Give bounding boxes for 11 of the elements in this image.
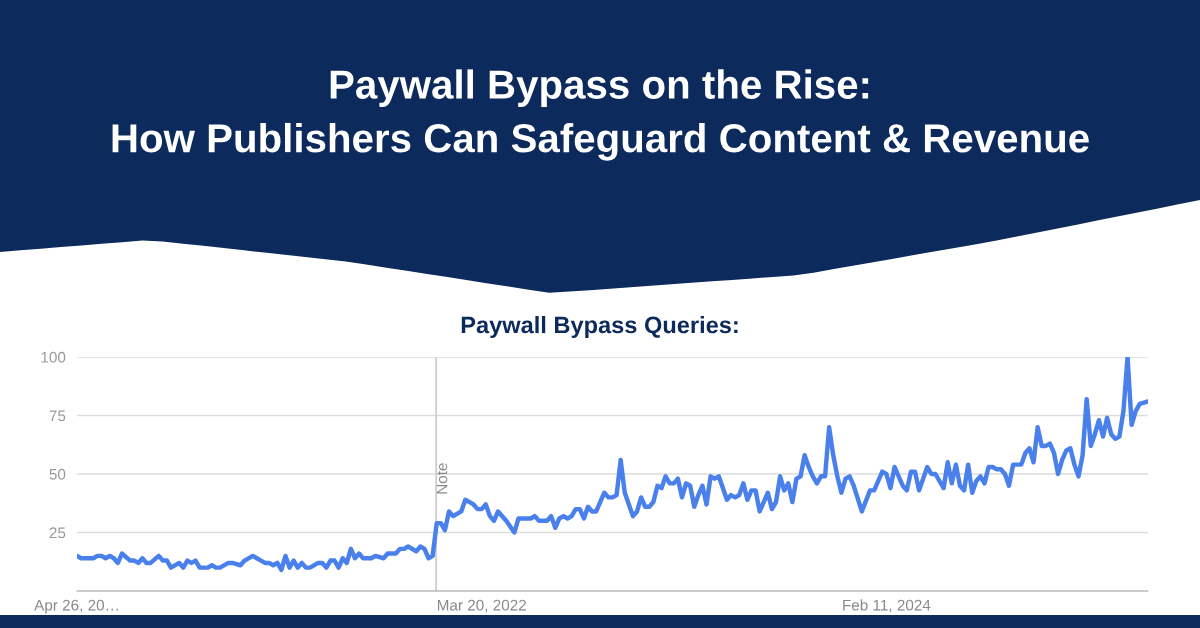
chart-title: Paywall Bypass on the Rise: How Publishers Can Safeguard Content & Revenue <box>112 69 1089 161</box>
y-tick-label: 25 <box>49 527 66 539</box>
line-series <box>77 357 1148 573</box>
ref-line-label: Note <box>436 463 448 494</box>
chart-subtitle: Paywall Bypass Queries: <box>461 315 738 338</box>
y-tick-label: 100 <box>41 351 66 363</box>
y-tick-label: 50 <box>49 468 66 480</box>
y-tick-label: 75 <box>49 410 66 422</box>
x-tick-label: Mar 20, 2022 <box>437 599 526 613</box>
x-tick-label: Feb 11, 2024 <box>843 599 931 613</box>
x-tick-label: Apr 26, 20… <box>34 599 118 614</box>
